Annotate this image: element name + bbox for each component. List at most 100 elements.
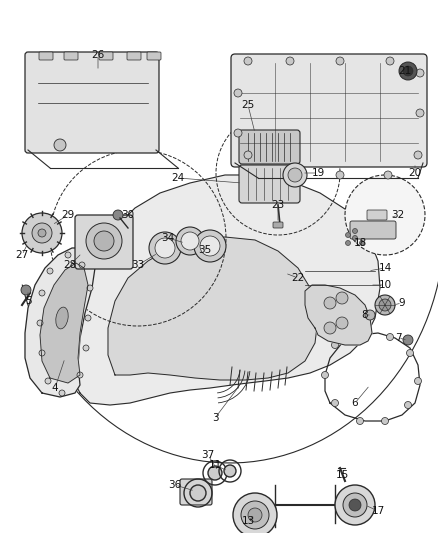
- Circle shape: [286, 57, 294, 65]
- Circle shape: [176, 227, 204, 255]
- Circle shape: [200, 236, 220, 256]
- Circle shape: [324, 297, 336, 309]
- Circle shape: [47, 268, 53, 274]
- Circle shape: [234, 129, 242, 137]
- Polygon shape: [68, 175, 380, 405]
- Circle shape: [335, 485, 375, 525]
- Circle shape: [77, 372, 83, 378]
- Circle shape: [416, 109, 424, 117]
- Text: 4: 4: [52, 383, 58, 393]
- FancyBboxPatch shape: [239, 130, 300, 164]
- Circle shape: [358, 332, 365, 338]
- Circle shape: [403, 66, 413, 76]
- Circle shape: [336, 57, 344, 65]
- Text: 18: 18: [353, 238, 367, 248]
- FancyBboxPatch shape: [273, 222, 283, 228]
- Text: 34: 34: [161, 233, 175, 243]
- Circle shape: [332, 342, 339, 349]
- Circle shape: [399, 62, 417, 80]
- Circle shape: [248, 508, 262, 522]
- Text: 30: 30: [121, 210, 134, 220]
- Circle shape: [386, 57, 394, 65]
- FancyBboxPatch shape: [367, 210, 387, 220]
- Circle shape: [349, 499, 361, 511]
- Circle shape: [21, 285, 31, 295]
- Text: 23: 23: [272, 200, 285, 210]
- Circle shape: [39, 290, 45, 296]
- Text: 13: 13: [241, 516, 254, 526]
- Circle shape: [194, 230, 226, 262]
- Circle shape: [39, 350, 45, 356]
- Circle shape: [403, 335, 413, 345]
- Polygon shape: [305, 285, 372, 345]
- FancyBboxPatch shape: [231, 54, 427, 167]
- Polygon shape: [108, 237, 318, 380]
- Ellipse shape: [56, 307, 68, 329]
- Text: 32: 32: [392, 210, 405, 220]
- Text: 21: 21: [399, 66, 412, 76]
- FancyBboxPatch shape: [39, 52, 53, 60]
- Circle shape: [83, 345, 89, 351]
- Circle shape: [38, 229, 46, 237]
- Text: 9: 9: [399, 298, 405, 308]
- Circle shape: [208, 466, 222, 480]
- Circle shape: [414, 151, 422, 159]
- Circle shape: [384, 171, 392, 179]
- Circle shape: [149, 232, 181, 264]
- Circle shape: [94, 231, 114, 251]
- Circle shape: [336, 292, 348, 304]
- FancyBboxPatch shape: [350, 221, 396, 239]
- Circle shape: [416, 69, 424, 77]
- FancyBboxPatch shape: [64, 52, 78, 60]
- Circle shape: [379, 299, 391, 311]
- Circle shape: [241, 501, 269, 529]
- Circle shape: [87, 285, 93, 291]
- Circle shape: [381, 417, 389, 424]
- Circle shape: [346, 232, 350, 238]
- Circle shape: [343, 493, 367, 517]
- Circle shape: [37, 320, 43, 326]
- Text: 7: 7: [395, 333, 401, 343]
- Circle shape: [85, 315, 91, 321]
- Text: 8: 8: [362, 310, 368, 320]
- Circle shape: [324, 322, 336, 334]
- Circle shape: [22, 213, 62, 253]
- Text: 24: 24: [171, 173, 185, 183]
- Circle shape: [190, 485, 206, 501]
- Text: 22: 22: [291, 273, 304, 283]
- Polygon shape: [25, 248, 95, 397]
- Text: 3: 3: [212, 413, 218, 423]
- Text: 29: 29: [61, 210, 74, 220]
- Circle shape: [345, 175, 425, 255]
- Circle shape: [365, 310, 375, 320]
- Text: 28: 28: [64, 260, 77, 270]
- Circle shape: [321, 372, 328, 378]
- Circle shape: [234, 89, 242, 97]
- Circle shape: [346, 240, 350, 246]
- FancyBboxPatch shape: [147, 52, 161, 60]
- Text: 19: 19: [311, 168, 325, 178]
- Circle shape: [288, 168, 302, 182]
- Polygon shape: [40, 263, 88, 383]
- Circle shape: [233, 493, 277, 533]
- Text: 14: 14: [378, 263, 392, 273]
- FancyBboxPatch shape: [75, 215, 133, 269]
- Circle shape: [336, 317, 348, 329]
- Circle shape: [244, 151, 252, 159]
- Circle shape: [59, 390, 65, 396]
- FancyBboxPatch shape: [99, 52, 113, 60]
- Circle shape: [54, 139, 66, 151]
- Circle shape: [360, 240, 364, 246]
- Circle shape: [332, 400, 339, 407]
- Circle shape: [414, 377, 421, 384]
- Circle shape: [375, 295, 395, 315]
- Circle shape: [86, 223, 122, 259]
- Circle shape: [113, 210, 123, 220]
- Circle shape: [32, 223, 52, 243]
- FancyBboxPatch shape: [127, 52, 141, 60]
- Circle shape: [353, 229, 357, 233]
- FancyBboxPatch shape: [25, 52, 159, 153]
- Text: 10: 10: [378, 280, 392, 290]
- Circle shape: [406, 350, 413, 357]
- Circle shape: [286, 171, 294, 179]
